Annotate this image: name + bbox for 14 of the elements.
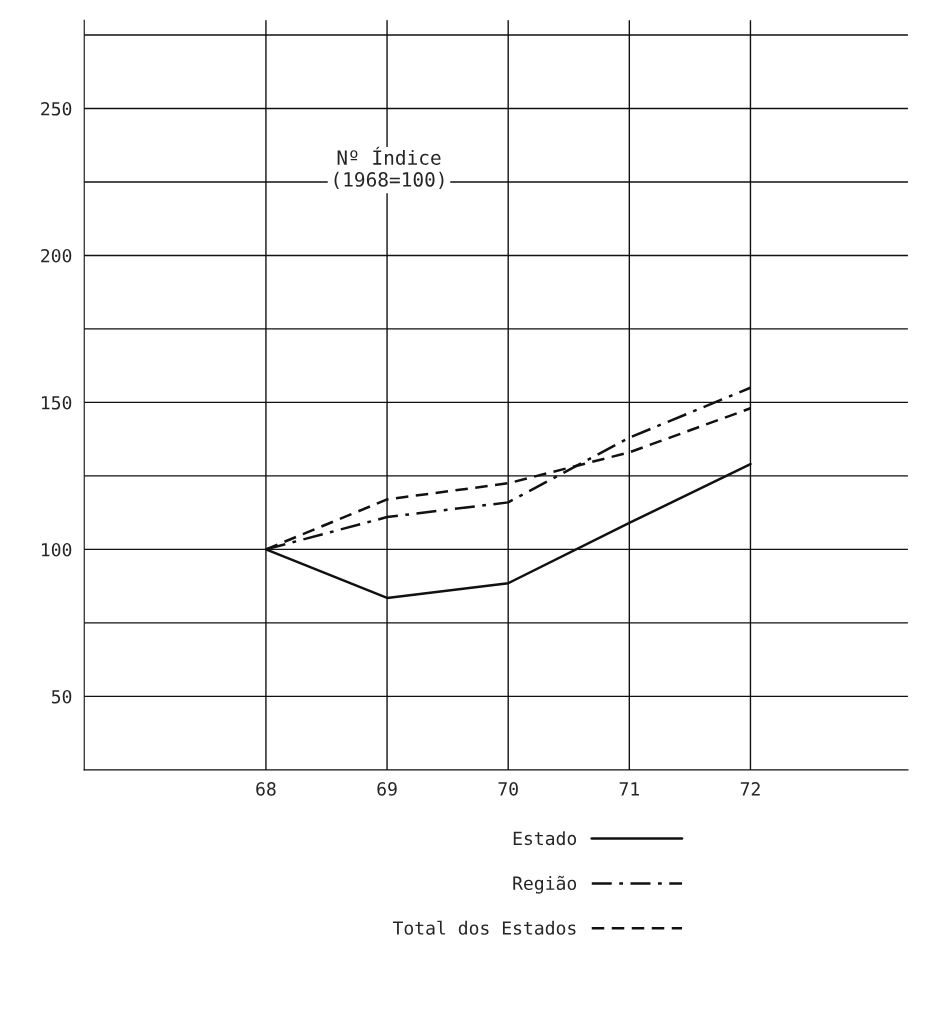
x-tick-label: 69 [377, 782, 397, 796]
legend-label: Total dos Estados [392, 920, 576, 935]
x-tick-label: 71 [619, 782, 639, 796]
x-tick-label: 70 [498, 782, 518, 796]
y-tick-label: 250 [41, 101, 72, 116]
y-tick-label: 50 [51, 689, 72, 704]
y-tick-label: 200 [41, 248, 72, 263]
x-tick-label: 72 [740, 782, 760, 796]
legend-label: Estado [513, 831, 577, 846]
y-tick-label: 100 [41, 542, 72, 557]
legend-label: Região [513, 875, 577, 894]
annotation: Nº Índice (1968=100) [334, 146, 444, 190]
x-tick-label: 68 [256, 782, 276, 796]
y-tick-label: 150 [41, 395, 72, 410]
